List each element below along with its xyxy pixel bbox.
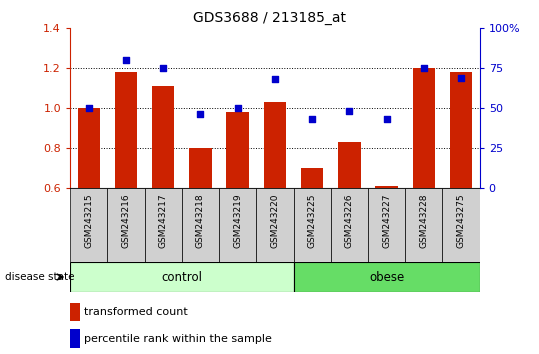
Text: GSM243218: GSM243218 [196, 194, 205, 248]
Bar [376, 185, 398, 188]
Bar [115, 72, 137, 188]
Point [345, 108, 354, 114]
Point [196, 112, 205, 117]
Bar [226, 112, 249, 188]
Bar [294, 262, 480, 292]
Bar [182, 188, 219, 262]
Point [233, 105, 242, 111]
Point [419, 65, 428, 71]
Bar [152, 86, 174, 188]
Bar [368, 188, 405, 262]
Text: GSM243217: GSM243217 [158, 194, 168, 248]
Bar [70, 262, 294, 292]
Bar [338, 142, 361, 188]
Bar [256, 188, 294, 262]
Bar [301, 168, 323, 188]
Bar [294, 188, 331, 262]
Text: percentile rank within the sample: percentile rank within the sample [85, 334, 272, 344]
Text: disease state: disease state [5, 272, 75, 282]
Text: control: control [161, 270, 202, 284]
Point [85, 105, 93, 111]
Text: GSM243215: GSM243215 [84, 194, 93, 248]
Text: GSM243225: GSM243225 [308, 194, 316, 248]
Bar [144, 188, 182, 262]
Bar [78, 108, 100, 188]
Bar [413, 68, 435, 188]
Text: obese: obese [369, 270, 404, 284]
Text: GSM243219: GSM243219 [233, 194, 242, 248]
Text: GDS3688 / 213185_at: GDS3688 / 213185_at [193, 11, 346, 25]
Bar [70, 329, 80, 348]
Text: GSM243226: GSM243226 [345, 194, 354, 248]
Bar [450, 72, 472, 188]
Bar [443, 188, 480, 262]
Text: GSM243227: GSM243227 [382, 194, 391, 248]
Bar [264, 102, 286, 188]
Bar [189, 148, 212, 188]
Text: transformed count: transformed count [85, 307, 188, 317]
Bar [107, 188, 144, 262]
Text: GSM243216: GSM243216 [121, 194, 130, 248]
Text: GSM243220: GSM243220 [271, 194, 279, 248]
Point [271, 76, 279, 82]
Text: GSM243275: GSM243275 [457, 194, 466, 248]
Point [159, 65, 168, 71]
Text: GSM243228: GSM243228 [419, 194, 429, 248]
Bar [70, 188, 107, 262]
Bar [405, 188, 443, 262]
Point [457, 75, 465, 81]
Point [122, 57, 130, 63]
Bar [219, 188, 256, 262]
Bar [331, 188, 368, 262]
Bar [70, 303, 80, 321]
Point [308, 116, 316, 122]
Point [382, 116, 391, 122]
